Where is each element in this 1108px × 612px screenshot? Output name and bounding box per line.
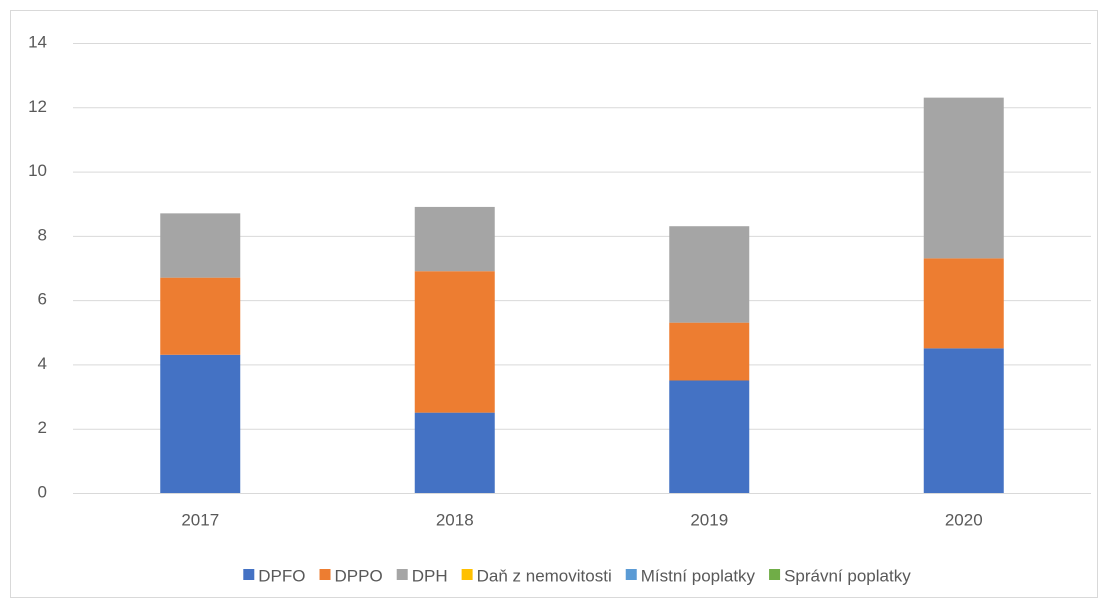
legend-label: Daň z nemovitosti bbox=[477, 566, 612, 585]
bar-segment bbox=[923, 348, 1004, 493]
legend-swatch bbox=[625, 569, 637, 580]
y-tick-label: 4 bbox=[38, 354, 47, 373]
y-tick-label: 8 bbox=[38, 225, 47, 244]
legend-swatch bbox=[319, 569, 331, 580]
y-tick-label: 6 bbox=[38, 290, 47, 309]
legend-swatch bbox=[461, 569, 473, 580]
bar-segment bbox=[669, 380, 750, 493]
legend-swatch bbox=[243, 569, 255, 580]
x-tick-label: 2020 bbox=[945, 510, 983, 529]
x-tick-label: 2017 bbox=[181, 510, 219, 529]
bar-segment bbox=[414, 271, 495, 413]
y-tick-label: 12 bbox=[28, 97, 47, 116]
y-tick-label: 0 bbox=[38, 482, 47, 501]
bar-segment bbox=[669, 322, 750, 381]
y-tick-label: 2 bbox=[38, 418, 47, 437]
bar-segment bbox=[923, 258, 1004, 349]
x-tick-label: 2018 bbox=[436, 510, 474, 529]
legend-label: DPPO bbox=[335, 566, 383, 585]
bar-segment bbox=[160, 277, 241, 355]
legend-label: DPH bbox=[412, 566, 448, 585]
legend-swatch bbox=[396, 569, 408, 580]
bar-segment bbox=[414, 412, 495, 493]
bar-segment bbox=[923, 97, 1004, 259]
bar-segment bbox=[669, 226, 750, 323]
y-tick-label: 10 bbox=[28, 161, 47, 180]
y-tick-label: 14 bbox=[28, 32, 47, 51]
bar-segment bbox=[414, 206, 495, 272]
bar-segment bbox=[160, 354, 241, 493]
legend-label: Místní poplatky bbox=[641, 566, 756, 585]
legend-swatch bbox=[769, 569, 781, 580]
bar-segment bbox=[160, 213, 241, 278]
x-tick-label: 2019 bbox=[690, 510, 728, 529]
legend-label: DPFO bbox=[258, 566, 305, 585]
legend-label: Správní poplatky bbox=[784, 566, 911, 585]
